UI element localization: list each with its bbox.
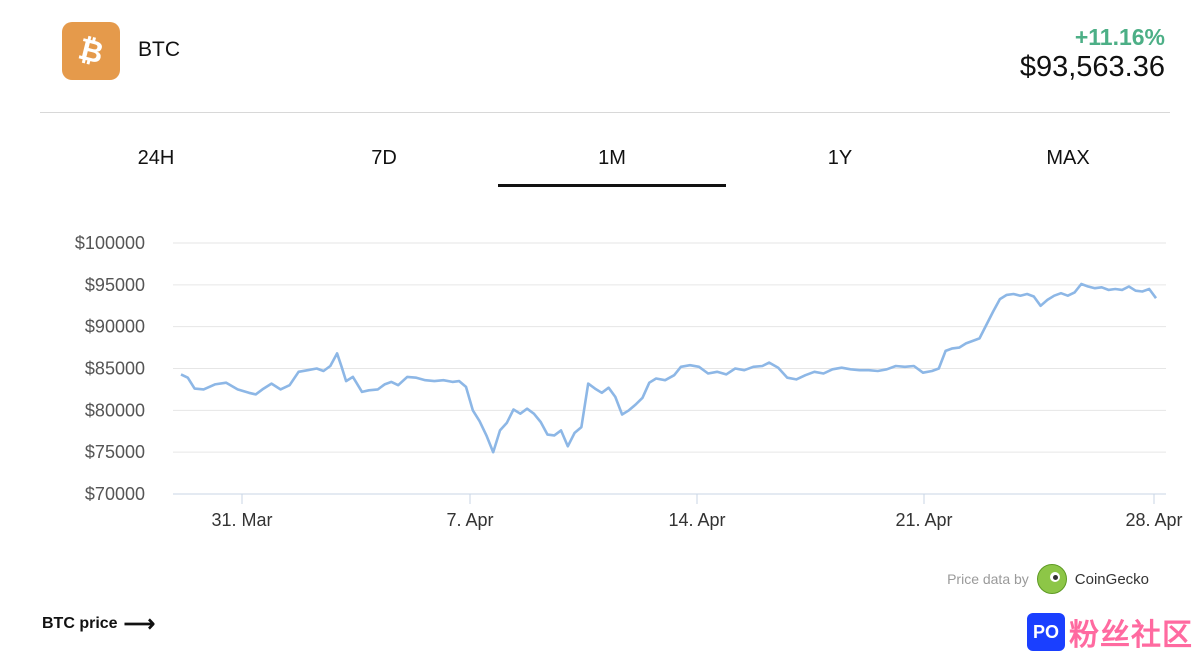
coingecko-name[interactable]: CoinGecko: [1074, 570, 1149, 588]
x-tick-label: 31. Mar: [211, 510, 272, 530]
y-tick-label: $90000: [85, 317, 145, 337]
x-tick-label: 14. Apr: [668, 510, 725, 530]
header: ₿ BTC +11.16% $93,563.36: [0, 0, 1193, 112]
x-tick-label: 7. Apr: [446, 510, 493, 530]
price-line-series: [180, 282, 1158, 454]
tab-7d[interactable]: 7D: [371, 147, 397, 169]
current-price: $93,563.36: [1019, 51, 1165, 83]
svg-text:₿: ₿: [75, 34, 107, 68]
bitcoin-glyph: ₿: [75, 34, 107, 68]
tab-1m[interactable]: 1M: [498, 140, 726, 190]
y-tick-label: $85000: [85, 359, 145, 379]
tab-24h[interactable]: 24H: [137, 147, 175, 169]
header-divider: [40, 112, 1170, 113]
price-chart: $100000 $95000 $90000 $85000 $80000 $75000 $70…: [75, 233, 1183, 530]
watermark-logo-icon: PO: [1027, 613, 1065, 651]
price-credit: Price data by CoinGecko: [947, 564, 1149, 594]
tab-1y[interactable]: 1Y: [827, 147, 853, 169]
y-tick-label: $95000: [85, 275, 145, 295]
btc-price-link-label: BTC price: [42, 615, 118, 632]
coingecko-logo-icon[interactable]: [1036, 564, 1067, 594]
btc-price-link[interactable]: BTC price ⟶: [42, 611, 156, 636]
y-tick-label: $70000: [85, 484, 145, 504]
price-box: +11.16% $93,563.36: [1020, 22, 1165, 82]
x-tick-label: 28. Apr: [1125, 510, 1182, 530]
y-tick-label: $75000: [85, 442, 145, 462]
y-tick-label: $80000: [85, 400, 145, 420]
tab-max[interactable]: MAX: [1046, 147, 1090, 169]
price-change: +11.16%: [1074, 24, 1165, 50]
credit-label: Price data by: [947, 571, 1029, 587]
arrow-right-icon: ⟶: [123, 611, 156, 636]
timeframe-tabs: 24H 7D 1M 1Y MAX: [42, 140, 1182, 190]
watermark-text: 粉丝社区: [1069, 619, 1193, 652]
watermark: PO 粉丝社区: [1027, 612, 1193, 652]
x-tick-label: 21. Apr: [895, 510, 952, 530]
bitcoin-icon: ₿: [62, 22, 120, 80]
coin-name: BTC: [138, 38, 180, 61]
y-tick-label: $100000: [75, 233, 145, 253]
